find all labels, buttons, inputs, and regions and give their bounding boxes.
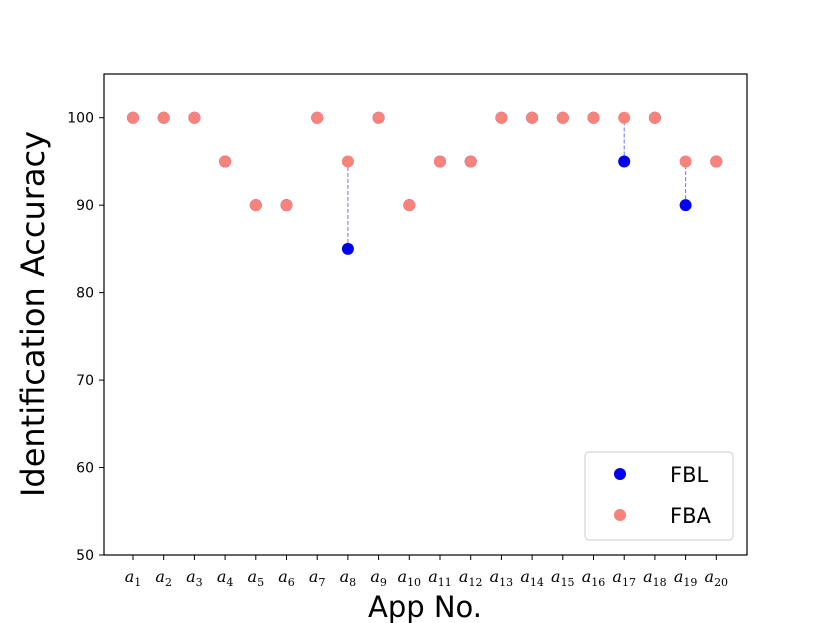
point-fba-5 (249, 199, 262, 212)
point-fba-13 (495, 111, 508, 124)
x-tick-label: a20 (705, 567, 729, 589)
point-fba-8 (341, 155, 354, 168)
y-axis: 50 60 70 80 90 100 (67, 111, 104, 564)
y-tick-label: 100 (67, 111, 94, 127)
y-tick-label: 90 (76, 198, 94, 214)
point-fba-17 (618, 111, 631, 124)
x-tick-label: a3 (186, 567, 203, 589)
x-tick-label: a4 (217, 567, 234, 589)
point-fbl-17 (618, 155, 631, 168)
y-tick-label: 80 (76, 286, 94, 302)
point-fba-15 (556, 111, 569, 124)
point-fba-19 (679, 155, 692, 168)
x-tick-label: a9 (370, 567, 387, 589)
point-fba-20 (710, 155, 723, 168)
point-fba-2 (157, 111, 170, 124)
legend-label-fbl: FBL (670, 463, 708, 487)
point-fba-6 (280, 199, 293, 212)
point-fba-16 (587, 111, 600, 124)
point-fbl-19 (679, 199, 692, 212)
legend: FBL FBA (584, 451, 734, 541)
x-tick-label: a19 (674, 567, 698, 589)
point-fba-12 (464, 155, 477, 168)
x-tick-label: a14 (520, 567, 544, 589)
point-fbl-8 (341, 242, 354, 255)
point-fba-3 (188, 111, 201, 124)
connector-lines (347, 117, 687, 249)
point-fba-10 (403, 199, 416, 212)
x-tick-label: a13 (490, 567, 514, 589)
x-tick-label: a11 (428, 567, 452, 589)
point-fba-4 (219, 155, 232, 168)
y-tick-label: 70 (76, 373, 94, 389)
legend-marker-fba (614, 509, 626, 521)
x-tick-label: a2 (155, 567, 172, 589)
x-tick-label: a17 (612, 567, 636, 589)
x-tick-label: a7 (309, 567, 326, 589)
y-tick-label: 60 (76, 461, 94, 477)
legend-marker-fbl (614, 468, 626, 480)
x-tick-label: a5 (248, 567, 265, 589)
y-tick-label: 50 (76, 548, 94, 564)
point-fba-18 (648, 111, 661, 124)
legend-label-fba: FBA (670, 504, 711, 528)
x-tick-label: a12 (459, 567, 483, 589)
x-axis: a1 a2 a3 a4 a5 a6 a7 a8 a9 a10 a11 a12 a13 a14 a15 a16 a… (125, 555, 728, 589)
point-fba-11 (434, 155, 446, 168)
point-fba-1 (127, 111, 139, 124)
x-tick-label: a15 (551, 567, 575, 589)
x-tick-label: a6 (278, 567, 295, 589)
point-fba-9 (372, 111, 385, 124)
x-tick-label: a1 (125, 567, 142, 589)
x-tick-label: a16 (582, 567, 606, 589)
data-points (127, 111, 723, 255)
x-tick-label: a18 (643, 567, 667, 589)
x-tick-label: a10 (398, 567, 422, 589)
x-tick-label: a8 (340, 567, 357, 589)
x-axis-title: App No. (368, 590, 482, 623)
point-fba-7 (311, 111, 324, 124)
point-fba-14 (526, 111, 539, 124)
y-axis-title: Identification Accuracy (14, 131, 52, 497)
